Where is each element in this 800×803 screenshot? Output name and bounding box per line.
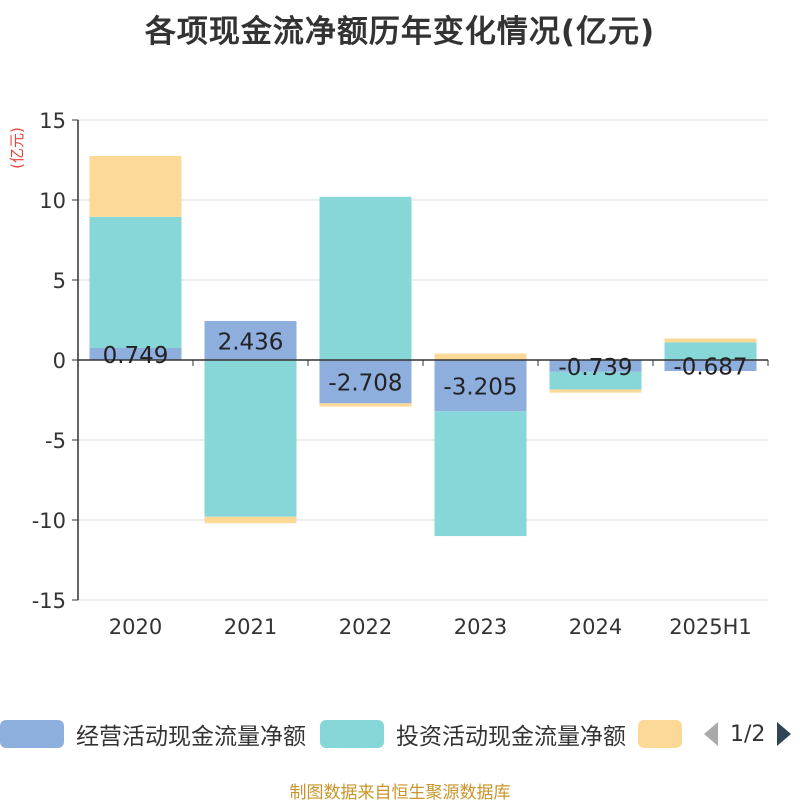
bar-2020-series-2: [89, 156, 182, 217]
chart-title: 各项现金流净额历年变化情况(亿元): [144, 14, 656, 50]
legend-swatch-financing: [638, 720, 682, 748]
x-tick-label: 2020: [109, 615, 162, 639]
bar-2023-series-1: [434, 411, 527, 537]
bar-2021-series-0: [204, 321, 297, 360]
y-tick-label: -15: [32, 589, 66, 613]
bar-2022-series-2: [319, 403, 412, 407]
data-label: 2.436: [218, 330, 284, 356]
bar-2025H1-series-1: [664, 342, 757, 360]
x-tick-label: 2021: [224, 615, 277, 639]
bar-2024-series-2: [549, 389, 642, 393]
pager-prev-icon[interactable]: [700, 719, 722, 749]
bars: [89, 156, 757, 537]
data-label: 0.749: [103, 343, 169, 369]
bar-2023-series-0: [434, 360, 527, 412]
bar-2022-series-0: [319, 360, 412, 404]
legend: 经营活动现金流量净额 投资活动现金流量净额 1/2: [0, 712, 800, 756]
data-label: -3.205: [443, 375, 517, 401]
x-tick-label: 2022: [339, 615, 392, 639]
bar-2025H1-series-0: [664, 360, 757, 371]
data-labels: 0.749 2.436 -2.708 -3.205 -0.739 -0.687: [103, 330, 748, 401]
legend-label-operating: 经营活动现金流量净额: [76, 724, 306, 750]
legend-item-financing[interactable]: [638, 712, 694, 756]
y-axis-label: (亿元): [8, 127, 26, 169]
bar-2021-series-2: [204, 516, 297, 524]
source-note: 制图数据来自恒生聚源数据库: [289, 783, 511, 803]
legend-swatch-investing: [320, 720, 384, 748]
bar-2021-series-1: [204, 360, 297, 517]
bar-2022-series-1: [319, 196, 412, 360]
y-tick-label: 15: [39, 109, 66, 133]
data-label: -2.708: [328, 371, 402, 397]
pager-page-indicator: 1/2: [730, 721, 766, 747]
bar-2025H1-series-2: [664, 338, 757, 343]
pager-next-icon[interactable]: [773, 719, 795, 749]
bar-2023-series-2: [434, 353, 527, 360]
y-tick-label: -5: [45, 429, 66, 453]
legend-label-investing: 投资活动现金流量净额: [396, 724, 626, 750]
legend-item-investing[interactable]: 投资活动现金流量净额: [320, 712, 626, 756]
data-label: -0.739: [558, 355, 632, 381]
x-tick-label: 2024: [569, 615, 622, 639]
bar-2024-series-0: [549, 360, 642, 372]
y-tick-label: 5: [53, 269, 66, 293]
axes: 15 10 5 0 -5 -10 -15 2020 2021 2022 2023 2024 2025H1: [32, 109, 769, 639]
y-tick-label: 0: [53, 349, 66, 373]
x-tick-label: 2025H1: [669, 615, 752, 639]
legend-swatch-operating: [0, 720, 64, 748]
stacked-bar-chart: 15 10 5 0 -5 -10 -15 2020 2021 2022 2023 2024 2025H1…: [8, 109, 769, 639]
x-tick-label: 2023: [454, 615, 507, 639]
bar-2020-series-1: [89, 216, 182, 349]
legend-item-operating[interactable]: 经营活动现金流量净额: [0, 712, 306, 756]
bar-2020-series-0: [89, 348, 182, 360]
y-tick-label: 10: [39, 189, 66, 213]
data-label: -0.687: [673, 354, 747, 380]
legend-pager: 1/2: [700, 712, 795, 756]
bar-2024-series-1: [549, 371, 642, 390]
y-tick-label: -10: [32, 509, 66, 533]
